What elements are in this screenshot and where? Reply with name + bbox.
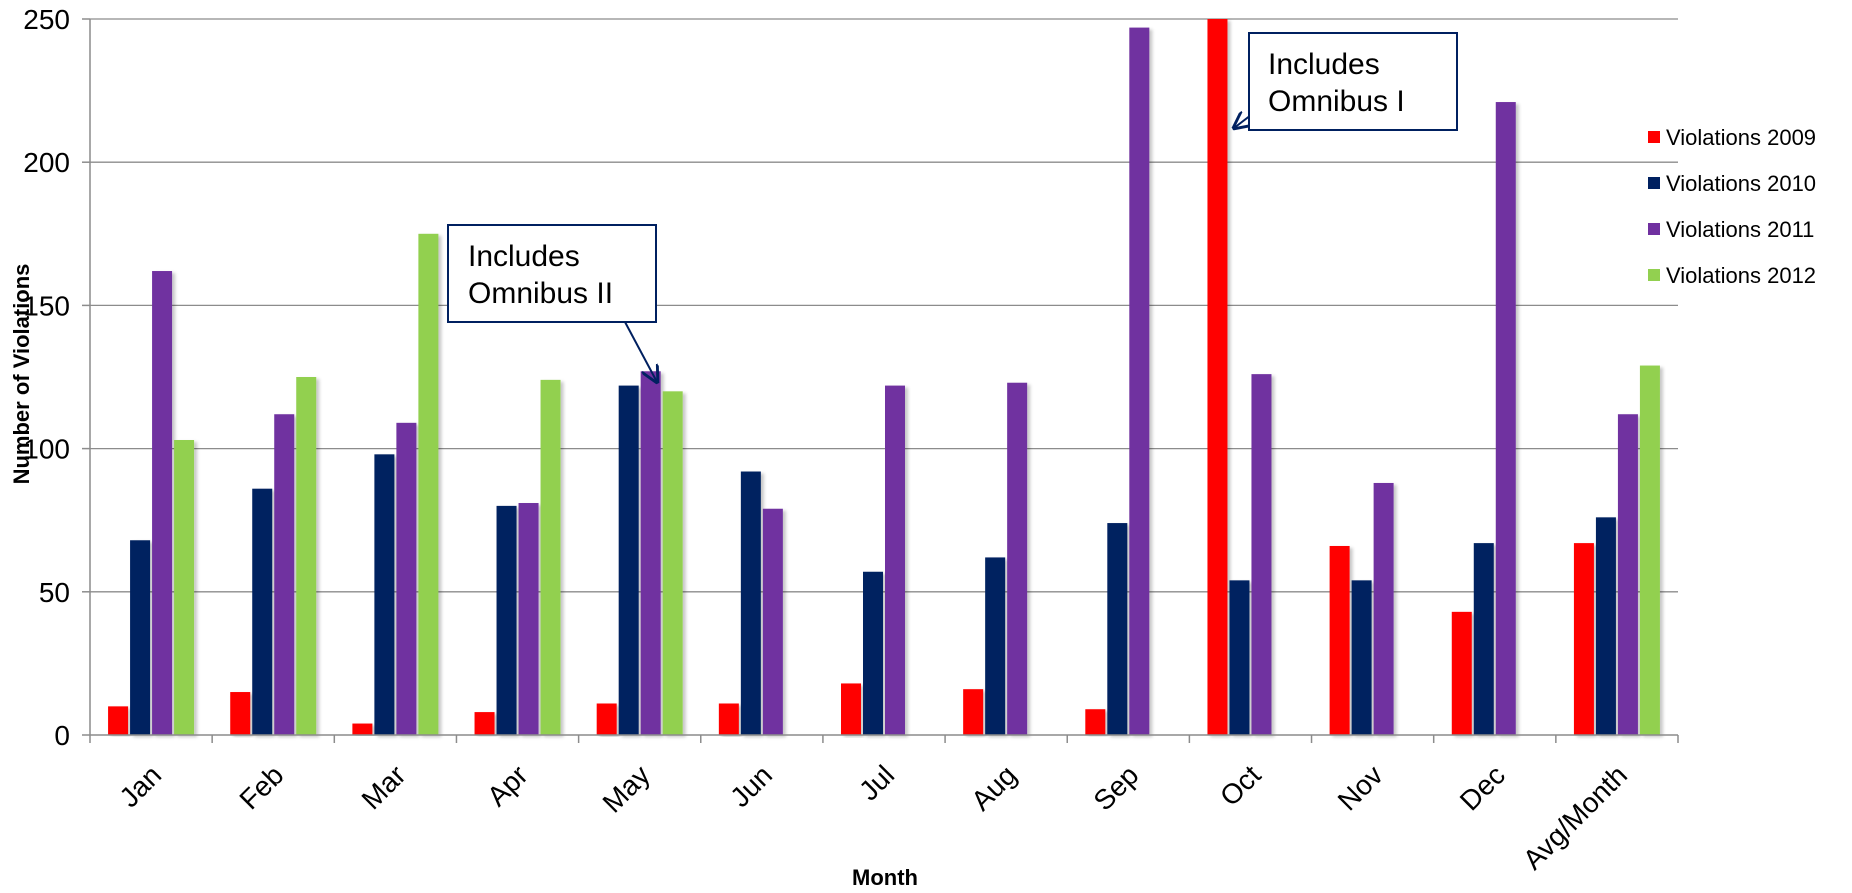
- bar: [885, 385, 905, 735]
- y-tick-label: 50: [39, 577, 70, 608]
- legend-swatch: [1648, 223, 1660, 235]
- bar: [496, 505, 517, 735]
- bar: [985, 557, 1006, 735]
- y-tick-label: 200: [23, 147, 70, 178]
- bar: [540, 379, 561, 735]
- bar: [640, 371, 661, 735]
- bar: [352, 723, 373, 735]
- y-tick-label: 0: [54, 720, 70, 751]
- axes: [82, 18, 1679, 743]
- callout-line-1: Includes: [468, 240, 580, 273]
- legend-label: Violations 2010: [1666, 171, 1816, 196]
- bar: [1595, 517, 1616, 735]
- bar: [252, 488, 273, 735]
- bar: [1251, 374, 1272, 735]
- bar: [1107, 523, 1128, 735]
- y-tick-label: 100: [23, 434, 70, 465]
- bar: [963, 689, 984, 735]
- bar: [174, 440, 195, 735]
- callout-arrow-omnibus-ii: [624, 321, 657, 382]
- x-tick-label: Apr: [481, 759, 534, 812]
- bar: [841, 683, 861, 735]
- bar: [1129, 27, 1150, 736]
- x-tick-label: Jul: [853, 759, 900, 806]
- callout-line-1: Includes: [1268, 48, 1380, 81]
- bar: [274, 414, 295, 735]
- bar: [718, 703, 739, 735]
- bar: [596, 703, 617, 735]
- gridlines: [90, 18, 1678, 593]
- callout-box-omnibus-i: [1248, 32, 1458, 131]
- bar: [1351, 580, 1372, 735]
- bar: [152, 271, 173, 735]
- bar: [130, 540, 151, 735]
- x-tick-label: Jan: [113, 759, 167, 813]
- legend-label: Violations 2011: [1666, 217, 1814, 242]
- bar: [1085, 709, 1106, 735]
- bar: [374, 454, 395, 735]
- bar: [108, 706, 129, 735]
- bar: [518, 503, 539, 735]
- bar: [396, 422, 417, 735]
- bar: [762, 508, 783, 735]
- bar: [1573, 543, 1594, 735]
- bars: [108, 19, 1660, 736]
- bar: [1207, 19, 1228, 735]
- legend-swatch: [1648, 177, 1660, 189]
- bar: [1639, 365, 1660, 735]
- legend-label: Violations 2012: [1666, 263, 1816, 288]
- legend-swatch: [1648, 269, 1660, 281]
- callout-line-2: Omnibus II: [468, 277, 613, 310]
- bar: [1373, 482, 1394, 735]
- bar: [296, 377, 317, 735]
- legend: Violations 2009 Violations 2010 Violations…: [1648, 125, 1816, 288]
- bar: [618, 385, 639, 735]
- y-tick-label: 150: [23, 290, 70, 321]
- bar: [474, 712, 495, 735]
- bar: [418, 233, 439, 736]
- y-axis-title: Number of Violations: [9, 264, 34, 485]
- x-tick-label: Sep: [1087, 759, 1144, 816]
- callout-omnibus-i: Includes Omnibus I: [1234, 32, 1458, 131]
- bar: [863, 571, 883, 735]
- x-tick-label: Nov: [1332, 759, 1389, 816]
- legend-label: Violations 2009: [1666, 125, 1816, 150]
- x-tick-label: Dec: [1454, 759, 1511, 816]
- x-tick-label: Jun: [724, 759, 778, 813]
- x-tick-label: Feb: [233, 759, 289, 815]
- bar: [1451, 611, 1472, 735]
- bar: [662, 391, 683, 735]
- x-tick-label: Avg/Month: [1517, 759, 1633, 875]
- callout-omnibus-ii: Includes Omnibus II: [447, 224, 657, 382]
- callout-line-2: Omnibus I: [1268, 85, 1405, 118]
- x-tick-label: May: [597, 759, 656, 818]
- callout-box-omnibus-ii: [447, 224, 657, 323]
- x-tick-labels: Jan Feb Mar Apr May Jun Jul Aug Sep Oct Nov Dec Avg/…: [113, 759, 1633, 875]
- bar: [1229, 580, 1250, 735]
- bar: [1473, 543, 1494, 735]
- x-tick-label: Oct: [1214, 759, 1267, 812]
- bar: [740, 471, 761, 735]
- bar: [1329, 545, 1350, 735]
- y-tick-label: 250: [23, 4, 70, 35]
- y-tick-labels: 0 50 100 150 200 250: [23, 4, 70, 751]
- bar: [1617, 414, 1638, 735]
- x-tick-label: Aug: [965, 759, 1022, 816]
- bar: [1495, 102, 1516, 735]
- bar: [230, 692, 251, 735]
- bar: [1007, 382, 1028, 735]
- x-axis-title: Month: [852, 865, 918, 890]
- legend-swatch: [1648, 131, 1660, 143]
- x-tick-label: Mar: [356, 759, 412, 815]
